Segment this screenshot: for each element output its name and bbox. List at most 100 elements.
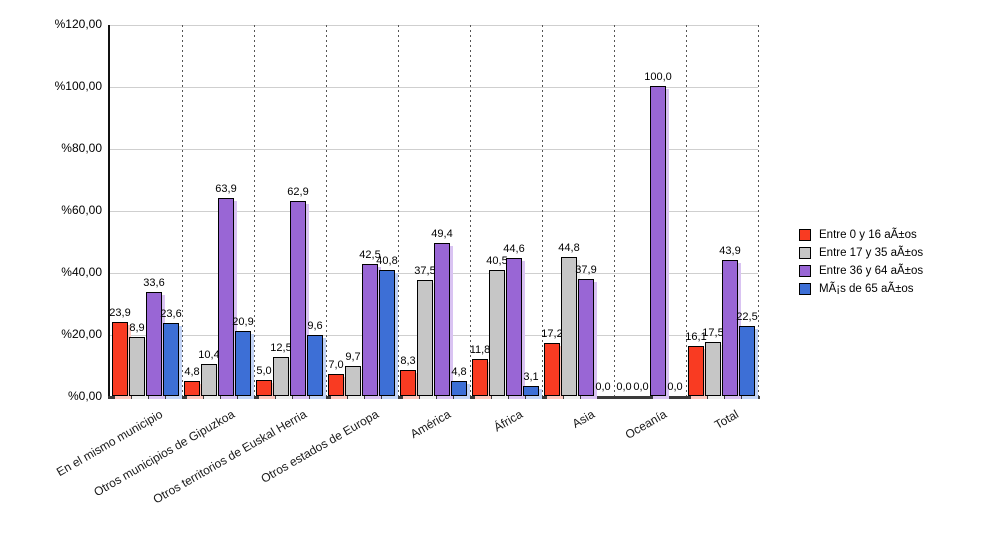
- legend-label: Entre 0 y 16 aÃ±os: [819, 229, 917, 241]
- bar-value-label: 10,4: [198, 349, 220, 361]
- bar-value-label: 33,6: [143, 277, 165, 289]
- gridline-vertical-dotted: [326, 25, 327, 397]
- legend-label: Entre 17 y 35 aÃ±os: [819, 247, 924, 259]
- bar-value-label: 11,8: [469, 344, 491, 356]
- bar: [129, 337, 145, 396]
- bar-value-label: 44,6: [503, 243, 525, 255]
- legend-label: MÃ¡s de 65 aÃ±os: [819, 283, 914, 295]
- bar: [362, 264, 378, 396]
- bar-value-label: 8,9: [129, 322, 145, 334]
- gridline-vertical-dotted: [398, 25, 399, 397]
- bar-value-label: 0,0: [633, 381, 649, 393]
- bar-value-label: 0,0: [616, 381, 632, 393]
- bar: [379, 270, 395, 396]
- bar-value-label: 63,9: [215, 183, 237, 195]
- bar: [400, 370, 416, 396]
- bar-value-label: 44,8: [558, 242, 580, 254]
- y-axis-line: [108, 25, 110, 399]
- y-tick-label: %20,00: [61, 327, 102, 341]
- y-tick-label: %120,00: [54, 17, 102, 31]
- bar: [345, 366, 361, 396]
- y-tick-label: %40,00: [61, 265, 102, 279]
- bar-value-label: 40,5: [486, 255, 508, 267]
- gridline-horizontal: [110, 149, 758, 150]
- bar: [739, 326, 755, 396]
- legend-swatch-icon: [799, 247, 811, 259]
- gridline-horizontal: [110, 25, 758, 26]
- bar-value-label: 4,8: [184, 366, 200, 378]
- gridline-vertical-dotted: [254, 25, 255, 397]
- bar: [578, 279, 594, 396]
- bar-value-label: 8,3: [400, 355, 416, 367]
- bar-value-label: 23,6: [160, 308, 182, 320]
- bar: [235, 331, 251, 396]
- bar-value-label: 0,0: [667, 381, 683, 393]
- bar: [256, 380, 272, 396]
- bar: [561, 257, 577, 396]
- legend-item: MÃ¡s de 65 aÃ±os: [799, 280, 923, 298]
- bar: [112, 322, 128, 396]
- bar: [705, 342, 721, 396]
- bar: [544, 343, 560, 396]
- bar: [506, 258, 522, 396]
- bar-value-label: 16,1: [685, 331, 707, 343]
- bar-value-label: 20,9: [232, 316, 254, 328]
- gridline-horizontal: [110, 87, 758, 88]
- y-tick-label: %0,00: [67, 389, 102, 403]
- legend-item: Entre 0 y 16 aÃ±os: [799, 226, 923, 244]
- bar: [163, 323, 179, 396]
- bar: [273, 357, 289, 396]
- bar: [146, 292, 162, 396]
- bar: [688, 346, 704, 396]
- x-axis-line: [108, 396, 760, 399]
- bar: [489, 270, 505, 396]
- bar: [451, 381, 467, 396]
- bar: [184, 381, 200, 396]
- bar: [201, 364, 217, 396]
- legend-swatch-icon: [799, 229, 811, 241]
- gridline-vertical-dotted: [614, 25, 615, 397]
- bar: [523, 386, 539, 396]
- y-tick-label: %100,00: [54, 79, 102, 93]
- gridline-vertical-dotted: [758, 25, 759, 397]
- legend-swatch-icon: [799, 265, 811, 277]
- bar-value-label: 49,4: [431, 228, 453, 240]
- bar-value-label: 23,9: [109, 307, 131, 319]
- bar: [307, 335, 323, 396]
- bar: [650, 86, 666, 396]
- bar-value-label: 43,9: [719, 245, 741, 257]
- bar-value-label: 42,5: [359, 249, 381, 261]
- legend-swatch-icon: [799, 283, 811, 295]
- gridline-vertical-dotted: [182, 25, 183, 397]
- chart-legend: Entre 0 y 16 aÃ±os Entre 17 y 35 aÃ±os Ent…: [799, 226, 923, 298]
- gridline-vertical-dotted: [470, 25, 471, 397]
- bar-value-label: 3,1: [523, 371, 539, 383]
- bar-value-label: 9,7: [345, 351, 361, 363]
- bar-value-label: 9,6: [307, 320, 323, 332]
- legend-item: Entre 17 y 35 aÃ±os: [799, 244, 923, 262]
- bar-value-label: 7,0: [328, 359, 344, 371]
- bar-value-label: 17,5: [702, 327, 724, 339]
- y-tick-label: %60,00: [61, 203, 102, 217]
- gridline-horizontal: [110, 211, 758, 212]
- bar-value-label: 40,8: [376, 255, 398, 267]
- bar-value-label: 0,0: [595, 381, 611, 393]
- bar-value-label: 37,9: [575, 264, 597, 276]
- bar-value-label: 4,8: [451, 366, 467, 378]
- gridline-vertical-dotted: [686, 25, 687, 397]
- gridline-vertical-dotted: [542, 25, 543, 397]
- bar: [417, 280, 433, 396]
- bar: [218, 198, 234, 396]
- bar-value-label: 62,9: [287, 186, 309, 198]
- bar-value-label: 12,5: [270, 342, 292, 354]
- bar-value-label: 37,5: [414, 265, 436, 277]
- bar-value-label: 22,5: [736, 311, 758, 323]
- bar-value-label: 5,0: [256, 365, 272, 377]
- bar: [472, 359, 488, 396]
- bar: [722, 260, 738, 396]
- bar: [290, 201, 306, 396]
- bar-value-label: 17,2: [541, 328, 563, 340]
- legend-label: Entre 36 y 64 aÃ±os: [819, 265, 924, 277]
- bar-value-label: 100,0: [644, 71, 672, 83]
